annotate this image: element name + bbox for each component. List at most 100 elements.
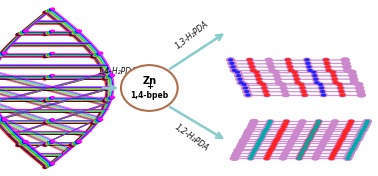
Circle shape	[286, 144, 293, 148]
Circle shape	[350, 78, 357, 81]
Circle shape	[279, 83, 286, 86]
Circle shape	[276, 135, 281, 137]
Circle shape	[314, 78, 318, 80]
Circle shape	[363, 122, 370, 126]
Circle shape	[48, 142, 52, 144]
Circle shape	[17, 144, 22, 146]
Circle shape	[299, 86, 306, 90]
Circle shape	[93, 121, 97, 123]
Circle shape	[90, 122, 95, 124]
Circle shape	[0, 54, 3, 56]
Circle shape	[322, 94, 325, 96]
Circle shape	[20, 32, 25, 34]
Circle shape	[289, 139, 296, 142]
Circle shape	[333, 78, 337, 80]
Circle shape	[247, 128, 254, 131]
Circle shape	[302, 94, 307, 96]
Circle shape	[230, 62, 234, 64]
Circle shape	[329, 125, 336, 128]
Circle shape	[44, 78, 48, 79]
Circle shape	[345, 154, 352, 157]
Circle shape	[239, 142, 246, 145]
Circle shape	[270, 144, 277, 148]
Circle shape	[319, 144, 325, 148]
Circle shape	[69, 34, 73, 36]
Circle shape	[245, 91, 249, 92]
Circle shape	[108, 75, 112, 77]
Circle shape	[249, 65, 256, 68]
Circle shape	[298, 122, 305, 126]
Circle shape	[337, 86, 344, 90]
Circle shape	[51, 8, 54, 10]
Circle shape	[305, 143, 309, 144]
Circle shape	[306, 140, 310, 142]
Circle shape	[293, 75, 298, 77]
Circle shape	[0, 121, 2, 123]
Circle shape	[0, 55, 1, 57]
Circle shape	[264, 125, 271, 128]
Circle shape	[97, 119, 102, 121]
Circle shape	[50, 119, 53, 121]
Circle shape	[337, 139, 344, 142]
Circle shape	[256, 139, 263, 142]
Circle shape	[232, 154, 239, 157]
Circle shape	[330, 71, 335, 73]
Circle shape	[293, 71, 297, 73]
Circle shape	[305, 62, 311, 65]
Circle shape	[283, 123, 287, 125]
Circle shape	[268, 149, 273, 152]
Circle shape	[248, 62, 254, 65]
Circle shape	[308, 70, 312, 71]
Circle shape	[235, 71, 239, 73]
Circle shape	[364, 123, 368, 125]
Circle shape	[73, 32, 78, 34]
Circle shape	[17, 33, 22, 35]
Circle shape	[96, 53, 101, 55]
Circle shape	[244, 132, 251, 135]
Circle shape	[237, 78, 243, 81]
Circle shape	[305, 59, 309, 61]
Circle shape	[231, 69, 238, 72]
Circle shape	[306, 137, 313, 141]
Circle shape	[309, 132, 316, 135]
Circle shape	[98, 52, 103, 54]
Circle shape	[263, 128, 270, 131]
Circle shape	[250, 152, 257, 155]
Circle shape	[1, 53, 6, 55]
Circle shape	[332, 149, 339, 152]
Circle shape	[50, 75, 53, 77]
Circle shape	[76, 141, 80, 143]
Circle shape	[286, 59, 290, 61]
Circle shape	[319, 90, 326, 93]
Circle shape	[299, 152, 304, 154]
Circle shape	[358, 93, 365, 97]
Circle shape	[2, 119, 7, 121]
Circle shape	[282, 93, 289, 97]
Circle shape	[348, 123, 352, 125]
Circle shape	[19, 143, 24, 145]
Circle shape	[47, 32, 51, 34]
Circle shape	[105, 99, 110, 101]
Text: 1,4-bpeb: 1,4-bpeb	[130, 90, 169, 100]
Circle shape	[332, 78, 338, 81]
Circle shape	[253, 147, 259, 150]
Circle shape	[44, 11, 48, 13]
Circle shape	[287, 65, 293, 68]
Circle shape	[271, 142, 278, 145]
Circle shape	[18, 143, 23, 145]
Circle shape	[43, 100, 46, 102]
Circle shape	[346, 158, 350, 159]
Circle shape	[256, 78, 262, 81]
Circle shape	[243, 87, 247, 89]
Circle shape	[109, 97, 113, 99]
Circle shape	[46, 32, 50, 34]
Circle shape	[314, 122, 321, 126]
Circle shape	[304, 145, 308, 147]
Text: +: +	[146, 82, 153, 91]
Circle shape	[48, 31, 52, 33]
Circle shape	[317, 121, 321, 122]
Circle shape	[47, 76, 51, 78]
Circle shape	[45, 143, 49, 145]
Circle shape	[71, 33, 76, 35]
Circle shape	[77, 141, 81, 143]
